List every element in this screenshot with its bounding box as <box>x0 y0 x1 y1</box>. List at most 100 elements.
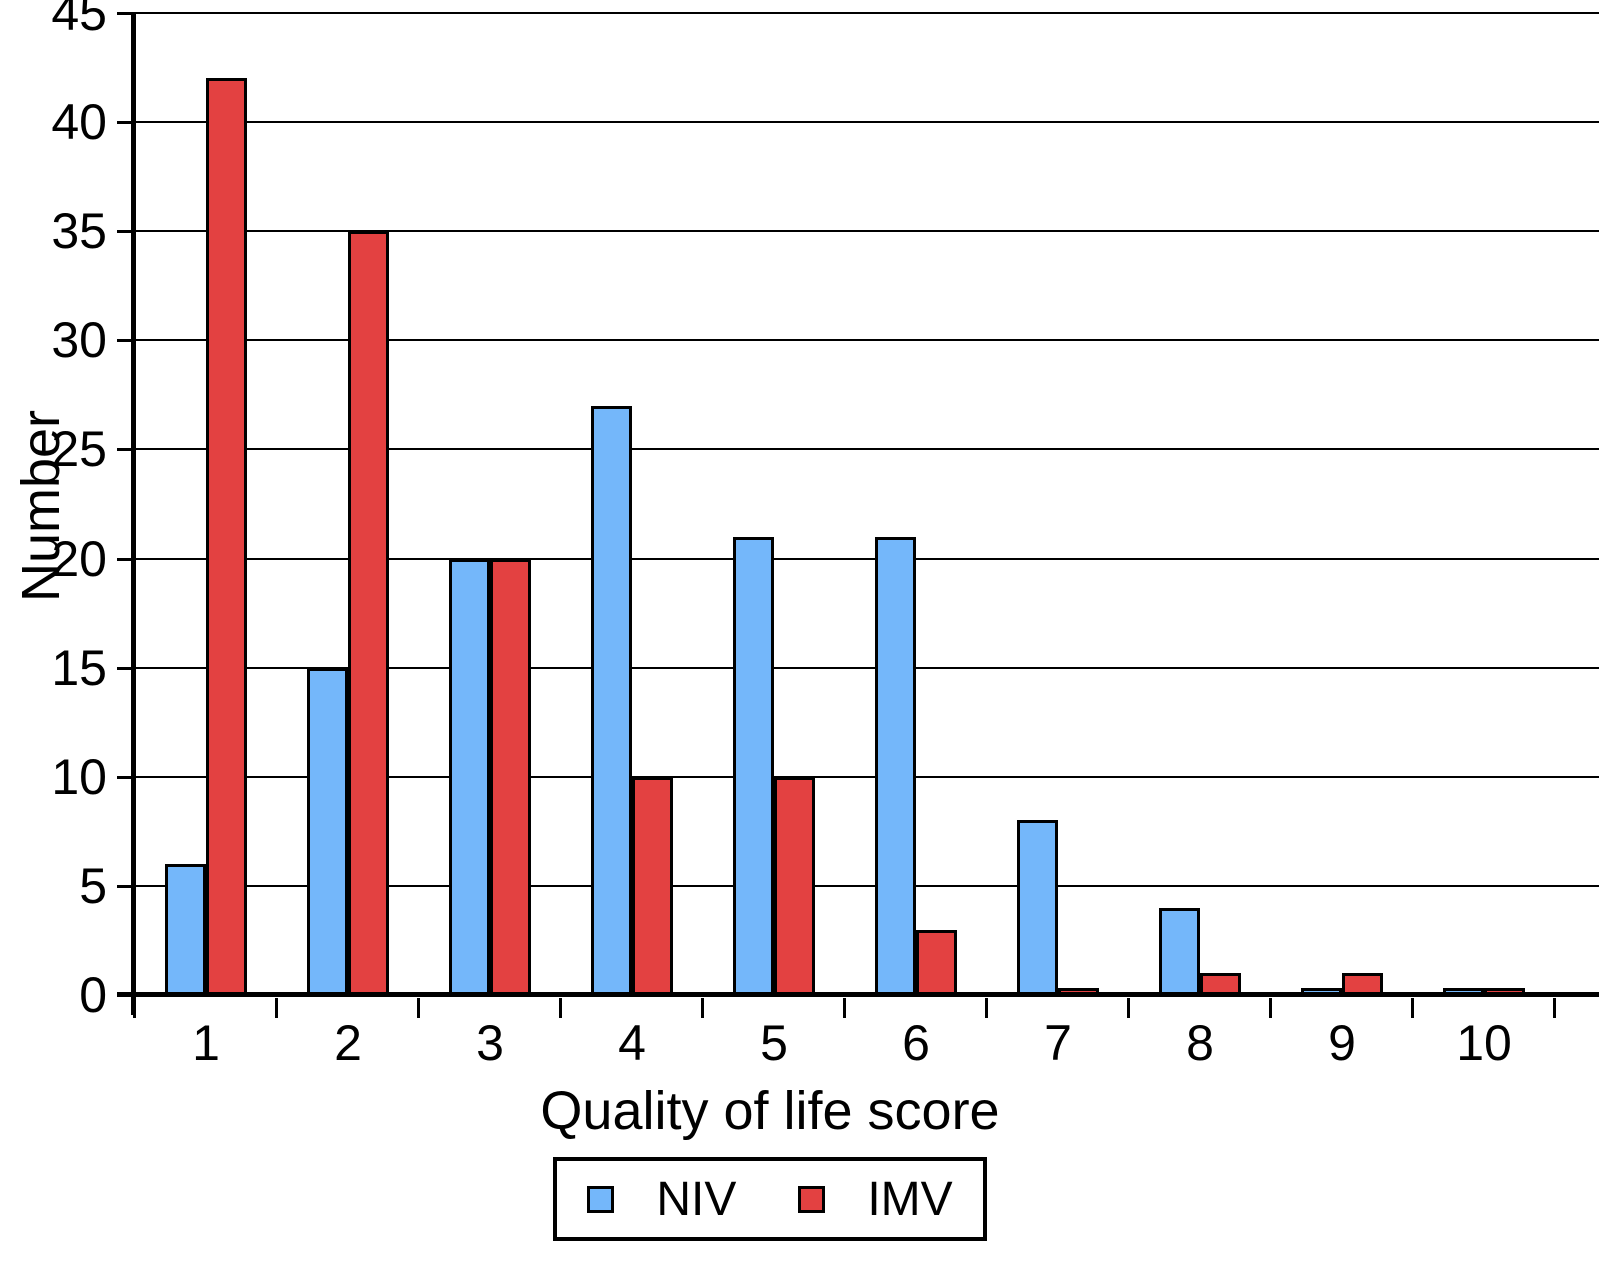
gridline-35 <box>135 230 1599 233</box>
bar-pair-4 <box>561 13 703 995</box>
category-7 <box>987 13 1129 995</box>
x-axis-line <box>117 992 1599 997</box>
category-6 <box>845 13 987 995</box>
y-tick-label: 10 <box>51 748 107 805</box>
category-10 <box>1413 13 1555 995</box>
bar-pair-10 <box>1413 13 1555 995</box>
plot-area: 45 40 35 30 25 20 15 10 5 0 <box>51 0 1599 1021</box>
bar-niv-9 <box>1301 988 1342 995</box>
x-axis-tick <box>1411 998 1414 1018</box>
y-tick-label: 0 <box>79 967 107 1023</box>
bar-imv-3 <box>490 558 531 995</box>
imv-legend-label: IMV <box>867 1172 953 1226</box>
bar-niv-8 <box>1159 907 1200 995</box>
bar-imv-8 <box>1200 973 1241 995</box>
bar-pair-2 <box>277 13 419 995</box>
gridline-5 <box>135 884 1599 887</box>
y-tick-mark <box>117 666 135 670</box>
category-3 <box>419 13 561 995</box>
bar-imv-6 <box>916 929 957 995</box>
bar-niv-7 <box>1017 820 1058 995</box>
y-tick-mark <box>117 339 135 343</box>
y-tick-mark <box>117 884 135 888</box>
gridline-40 <box>135 121 1599 124</box>
x-axis-tick <box>843 998 846 1018</box>
bar-niv-1 <box>165 864 206 995</box>
category-8 <box>1129 13 1271 995</box>
x-axis-tick <box>1127 998 1130 1018</box>
y-tick-mark <box>117 557 135 561</box>
legend-item-imv: IMV <box>798 1172 953 1227</box>
bar-imv-2 <box>348 231 389 995</box>
x-tick-label: 3 <box>476 1015 504 1071</box>
bar-imv-5 <box>774 776 815 995</box>
legend-item-niv: NIV <box>587 1172 736 1227</box>
bar-pair-3 <box>419 13 561 995</box>
category-9 <box>1271 13 1413 995</box>
gridline-30 <box>135 339 1599 342</box>
x-tick-labels: 1 2 3 4 5 6 7 8 9 10 <box>135 1016 1555 1070</box>
y-tick-label: 40 <box>51 94 107 151</box>
bar-imv-7 <box>1058 988 1099 995</box>
category-5 <box>703 13 845 995</box>
bar-niv-10 <box>1443 988 1484 995</box>
y-axis-line <box>131 12 136 1015</box>
x-axis-tick <box>275 998 278 1018</box>
x-tick-label: 6 <box>902 1015 930 1071</box>
niv-legend-label: NIV <box>656 1172 737 1226</box>
x-tick-label: 7 <box>1044 1015 1072 1071</box>
x-axis-tick <box>417 998 420 1018</box>
niv-legend-swatch-icon <box>587 1185 615 1213</box>
gridline-15 <box>135 666 1599 669</box>
bar-pair-8 <box>1129 13 1271 995</box>
y-tick-label: 20 <box>51 530 107 587</box>
gridline-25 <box>135 448 1599 451</box>
bar-imv-9 <box>1342 973 1383 995</box>
bar-pair-7 <box>987 13 1129 995</box>
y-tick-label: 25 <box>51 421 107 478</box>
x-axis-tick <box>1269 998 1272 1018</box>
y-tick-label: 15 <box>51 639 107 696</box>
x-tick-label: 10 <box>1456 1015 1512 1071</box>
x-tick-label: 4 <box>618 1015 646 1071</box>
y-tick-mark <box>117 121 135 125</box>
x-tick-label: 2 <box>334 1015 362 1071</box>
x-tick-label: 8 <box>1186 1015 1214 1071</box>
y-tick-mark <box>117 448 135 452</box>
y-axis-title: Number <box>11 409 71 603</box>
x-axis-title: Quality of life score <box>540 1081 1000 1141</box>
y-tick-label: 5 <box>79 857 107 914</box>
category-1 <box>135 13 277 995</box>
y-tick-label: 30 <box>51 312 107 369</box>
imv-legend-swatch-icon <box>798 1185 826 1213</box>
bar-imv-10 <box>1484 988 1525 995</box>
category-4 <box>561 13 703 995</box>
gridline-20 <box>135 557 1599 560</box>
bar-groups <box>135 13 1555 995</box>
bar-pair-5 <box>703 13 845 995</box>
x-axis-tick <box>1553 998 1556 1018</box>
y-tick-label: 45 <box>51 0 107 41</box>
x-axis-tick <box>985 998 988 1018</box>
x-axis-tick <box>701 998 704 1018</box>
x-axis-tick <box>559 998 562 1018</box>
category-2 <box>277 13 419 995</box>
bar-pair-1 <box>135 13 277 995</box>
y-tick-mark <box>117 12 135 15</box>
bar-niv-3 <box>449 558 490 995</box>
x-tick-label: 9 <box>1328 1015 1356 1071</box>
y-tick-label: 35 <box>51 203 107 260</box>
bar-niv-4 <box>591 405 632 995</box>
y-tick-mark <box>117 775 135 779</box>
bar-niv-6 <box>875 536 916 995</box>
bar-imv-1 <box>206 78 247 995</box>
bar-pair-9 <box>1271 13 1413 995</box>
bar-niv-5 <box>733 536 774 995</box>
gridline-45 <box>135 12 1599 14</box>
gridline-10 <box>135 775 1599 778</box>
y-tick-mark <box>117 230 135 234</box>
legend: NIV IMV <box>553 1157 987 1241</box>
bar-imv-4 <box>632 776 673 995</box>
bar-pair-6 <box>845 13 987 995</box>
